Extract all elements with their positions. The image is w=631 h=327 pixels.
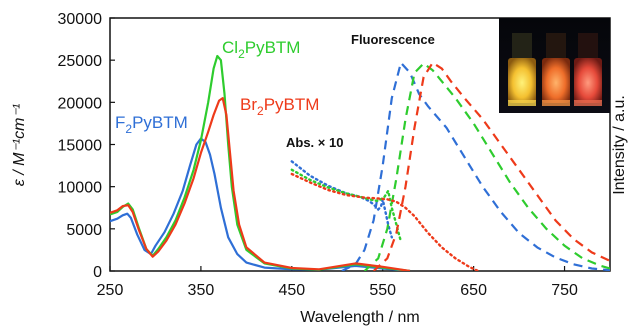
series-label-f2pybtm: F2PyBTM — [115, 113, 188, 136]
y-tick-label: 25000 — [58, 53, 103, 70]
x-tick-label: 550 — [369, 282, 396, 299]
y-tick-label: 5000 — [66, 222, 102, 239]
series-layer — [110, 54, 610, 271]
x-axis-ticks: 250 350 450 550 650 750 — [97, 266, 578, 299]
abs-x10-line-cl2pybtm — [290, 168, 403, 243]
x-tick-label: 250 — [97, 282, 124, 299]
x-tick-label: 650 — [460, 282, 487, 299]
fluorescence-line-f2pybtm — [341, 60, 610, 271]
y-tick-label: 10000 — [58, 180, 103, 197]
series-label-br2pybtm: Br2PyBTM — [240, 95, 319, 118]
x-tick-label: 450 — [278, 282, 305, 299]
absorption-line-br2pybtm — [110, 96, 411, 271]
abs-x10-line-f2pybtm — [290, 160, 393, 239]
fluorescence-annotation: Fluorescence — [351, 32, 435, 47]
abs-x10-annotation: Abs. × 10 — [286, 135, 343, 150]
y-axis-label: ε / M⁻¹cm⁻¹ — [11, 104, 28, 187]
y-tick-label: 0 — [93, 264, 102, 281]
x-tick-label: 750 — [551, 282, 578, 299]
y-axis-right-label: Intensity / a.u. — [611, 95, 628, 195]
vials-photo — [499, 18, 610, 113]
y-tick-label: 30000 — [58, 11, 103, 28]
absorption-line-f2pybtm — [110, 137, 411, 271]
y-tick-label: 20000 — [58, 95, 103, 112]
x-axis-label: Wavelength / nm — [300, 309, 419, 326]
y-axis-ticks: 0 5000 10000 15000 20000 25000 30000 — [58, 11, 115, 281]
x-tick-label: 350 — [188, 282, 215, 299]
absorption-line-cl2pybtm — [110, 54, 411, 271]
y-tick-label: 15000 — [58, 138, 103, 155]
fluorescence-line-cl2pybtm — [363, 62, 610, 271]
fluorescence-line-br2pybtm — [372, 61, 610, 271]
series-label-cl2pybtm: Cl2PyBTM — [222, 38, 300, 61]
abs-x10-line-br2pybtm — [290, 172, 480, 271]
